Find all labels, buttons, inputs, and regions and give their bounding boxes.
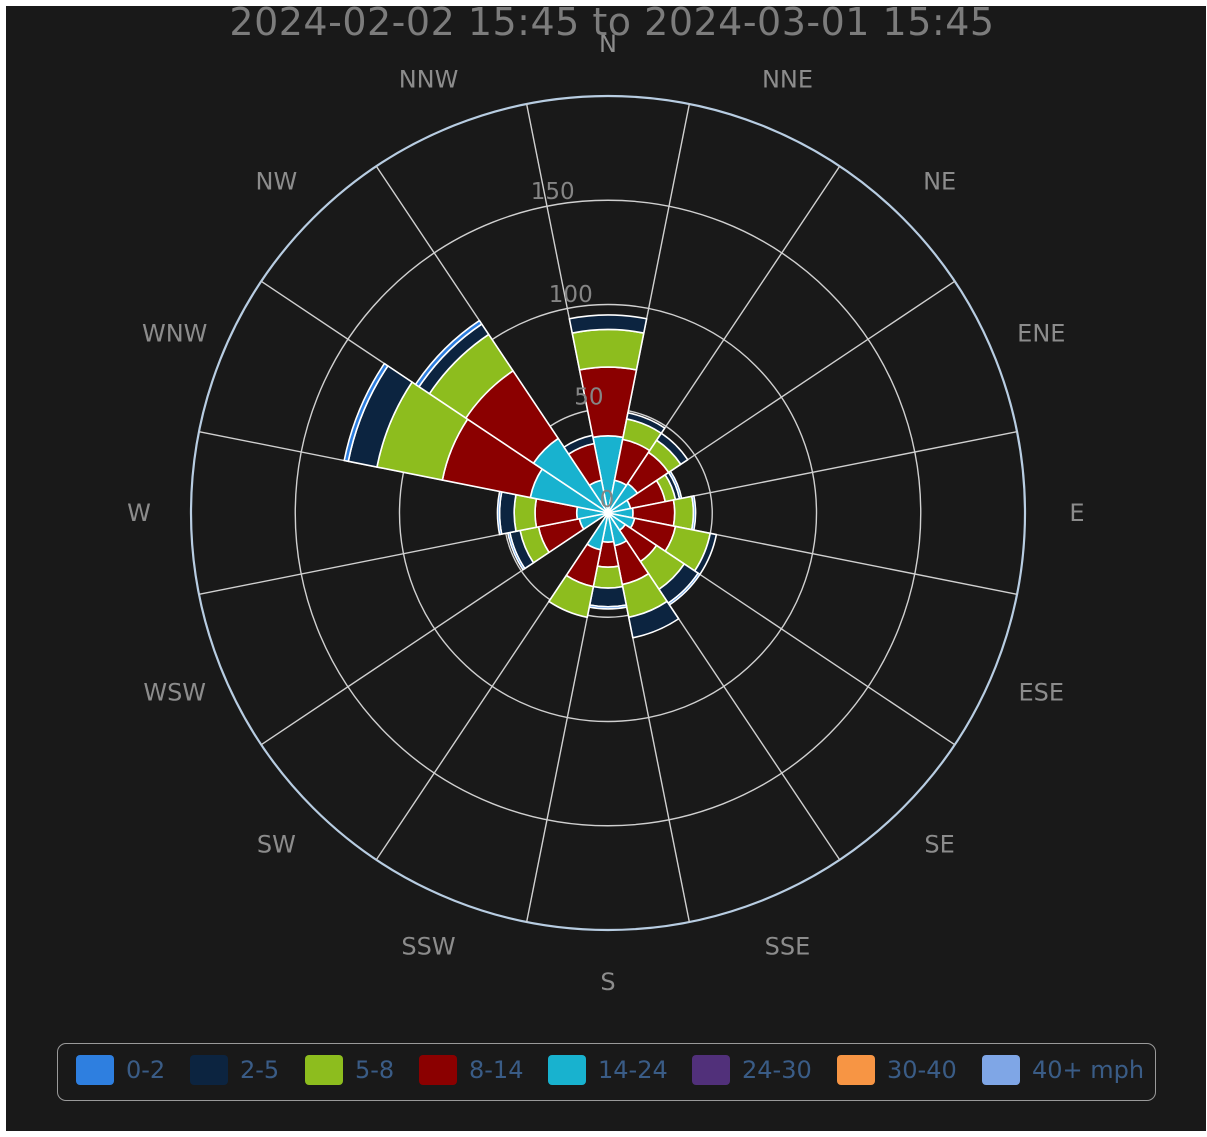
legend-label: 40+ mph [1032, 1056, 1145, 1084]
direction-label-s: S [600, 968, 615, 996]
direction-label-sse: SSE [765, 932, 811, 960]
grid-ring [398, 303, 818, 723]
legend-item-40-plus[interactable]: 40+ mph [982, 1053, 1144, 1087]
legend: 0-2 2-5 5-8 8-14 14-24 24-30 30-40 40+ [57, 1043, 1156, 1101]
legend-label: 30-40 [887, 1056, 957, 1084]
direction-label-wnw: WNW [142, 320, 207, 348]
chart-title: 2024-02-02 15:45 to 2024-03-01 15:45 [229, 6, 995, 44]
legend-label: 5-8 [355, 1056, 395, 1084]
legend-label: 8-14 [469, 1056, 524, 1084]
wedge-s-2-5 [588, 585, 628, 608]
legend-label: 24-30 [742, 1056, 812, 1084]
legend-item-30-40[interactable]: 30-40 [837, 1053, 957, 1087]
legend-label: 0-2 [126, 1056, 166, 1084]
direction-label-se: SE [924, 831, 954, 859]
legend-item-8-14[interactable]: 8-14 [419, 1053, 523, 1087]
wedge-w-5-8 [513, 493, 538, 533]
legend-item-5-8[interactable]: 5-8 [305, 1053, 394, 1087]
legend-swatch [548, 1055, 586, 1085]
radial-tick-label: 50 [574, 384, 603, 410]
legend-label: 2-5 [240, 1056, 280, 1084]
direction-label-sw: SW [257, 831, 296, 859]
legend-swatch [76, 1055, 114, 1085]
radial-tick-label: 100 [549, 282, 593, 308]
wedge-wnw-0-2 [343, 362, 389, 463]
wedge-ssw-5-8 [548, 574, 595, 619]
legend-swatch [419, 1055, 457, 1085]
wedge-e-5-8 [672, 495, 695, 531]
wedge-nne-2-5 [625, 411, 666, 435]
wedge-n-2-5 [568, 314, 648, 334]
direction-label-w: W [127, 499, 151, 527]
direction-label-nw: NW [256, 167, 298, 195]
direction-label-ssw: SSW [401, 932, 455, 960]
direction-label-e: E [1069, 499, 1084, 527]
direction-label-ne: NE [923, 167, 956, 195]
direction-label-ese: ESE [1019, 678, 1065, 706]
direction-label-nne: NNE [762, 66, 813, 94]
grid-ring [294, 199, 922, 827]
legend-swatch [982, 1055, 1020, 1085]
wedge-s-5-8 [592, 565, 624, 589]
legend-swatch [692, 1055, 730, 1085]
legend-item-24-30[interactable]: 24-30 [692, 1053, 812, 1087]
legend-label: 14-24 [598, 1056, 668, 1084]
wedge-nw-0-2 [414, 319, 483, 388]
wedge-w-2-5 [498, 491, 517, 535]
wedge-ne-2-5 [655, 432, 689, 466]
legend-item-0-2[interactable]: 0-2 [76, 1053, 165, 1087]
wind-rose-chart: 0 50 100 150 N NNE NE ENE E ESE SE SSE S SSW SW WSW W WNW… [127, 30, 1084, 996]
legend-item-2-5[interactable]: 2-5 [190, 1053, 279, 1087]
wedge-sse-2-5 [627, 600, 680, 639]
direction-label-n: N [599, 30, 617, 58]
chart-panel: 0 50 100 150 N NNE NE ENE E ESE SE SSE S SSW SW WSW W WNW… [6, 6, 1206, 1131]
direction-label-ene: ENE [1017, 320, 1065, 348]
wedge-nnw-2-5 [563, 434, 595, 455]
legend-swatch [837, 1055, 875, 1085]
radial-tick-label: 150 [531, 179, 575, 205]
wedge-n-5-8 [571, 328, 645, 371]
legend-swatch [190, 1055, 228, 1085]
legend-item-14-24[interactable]: 14-24 [548, 1053, 668, 1087]
direction-label-wsw: WSW [143, 678, 206, 706]
legend-swatch [305, 1055, 343, 1085]
direction-label-nnw: NNW [399, 66, 459, 94]
radial-tick-label: 0 [600, 487, 615, 513]
